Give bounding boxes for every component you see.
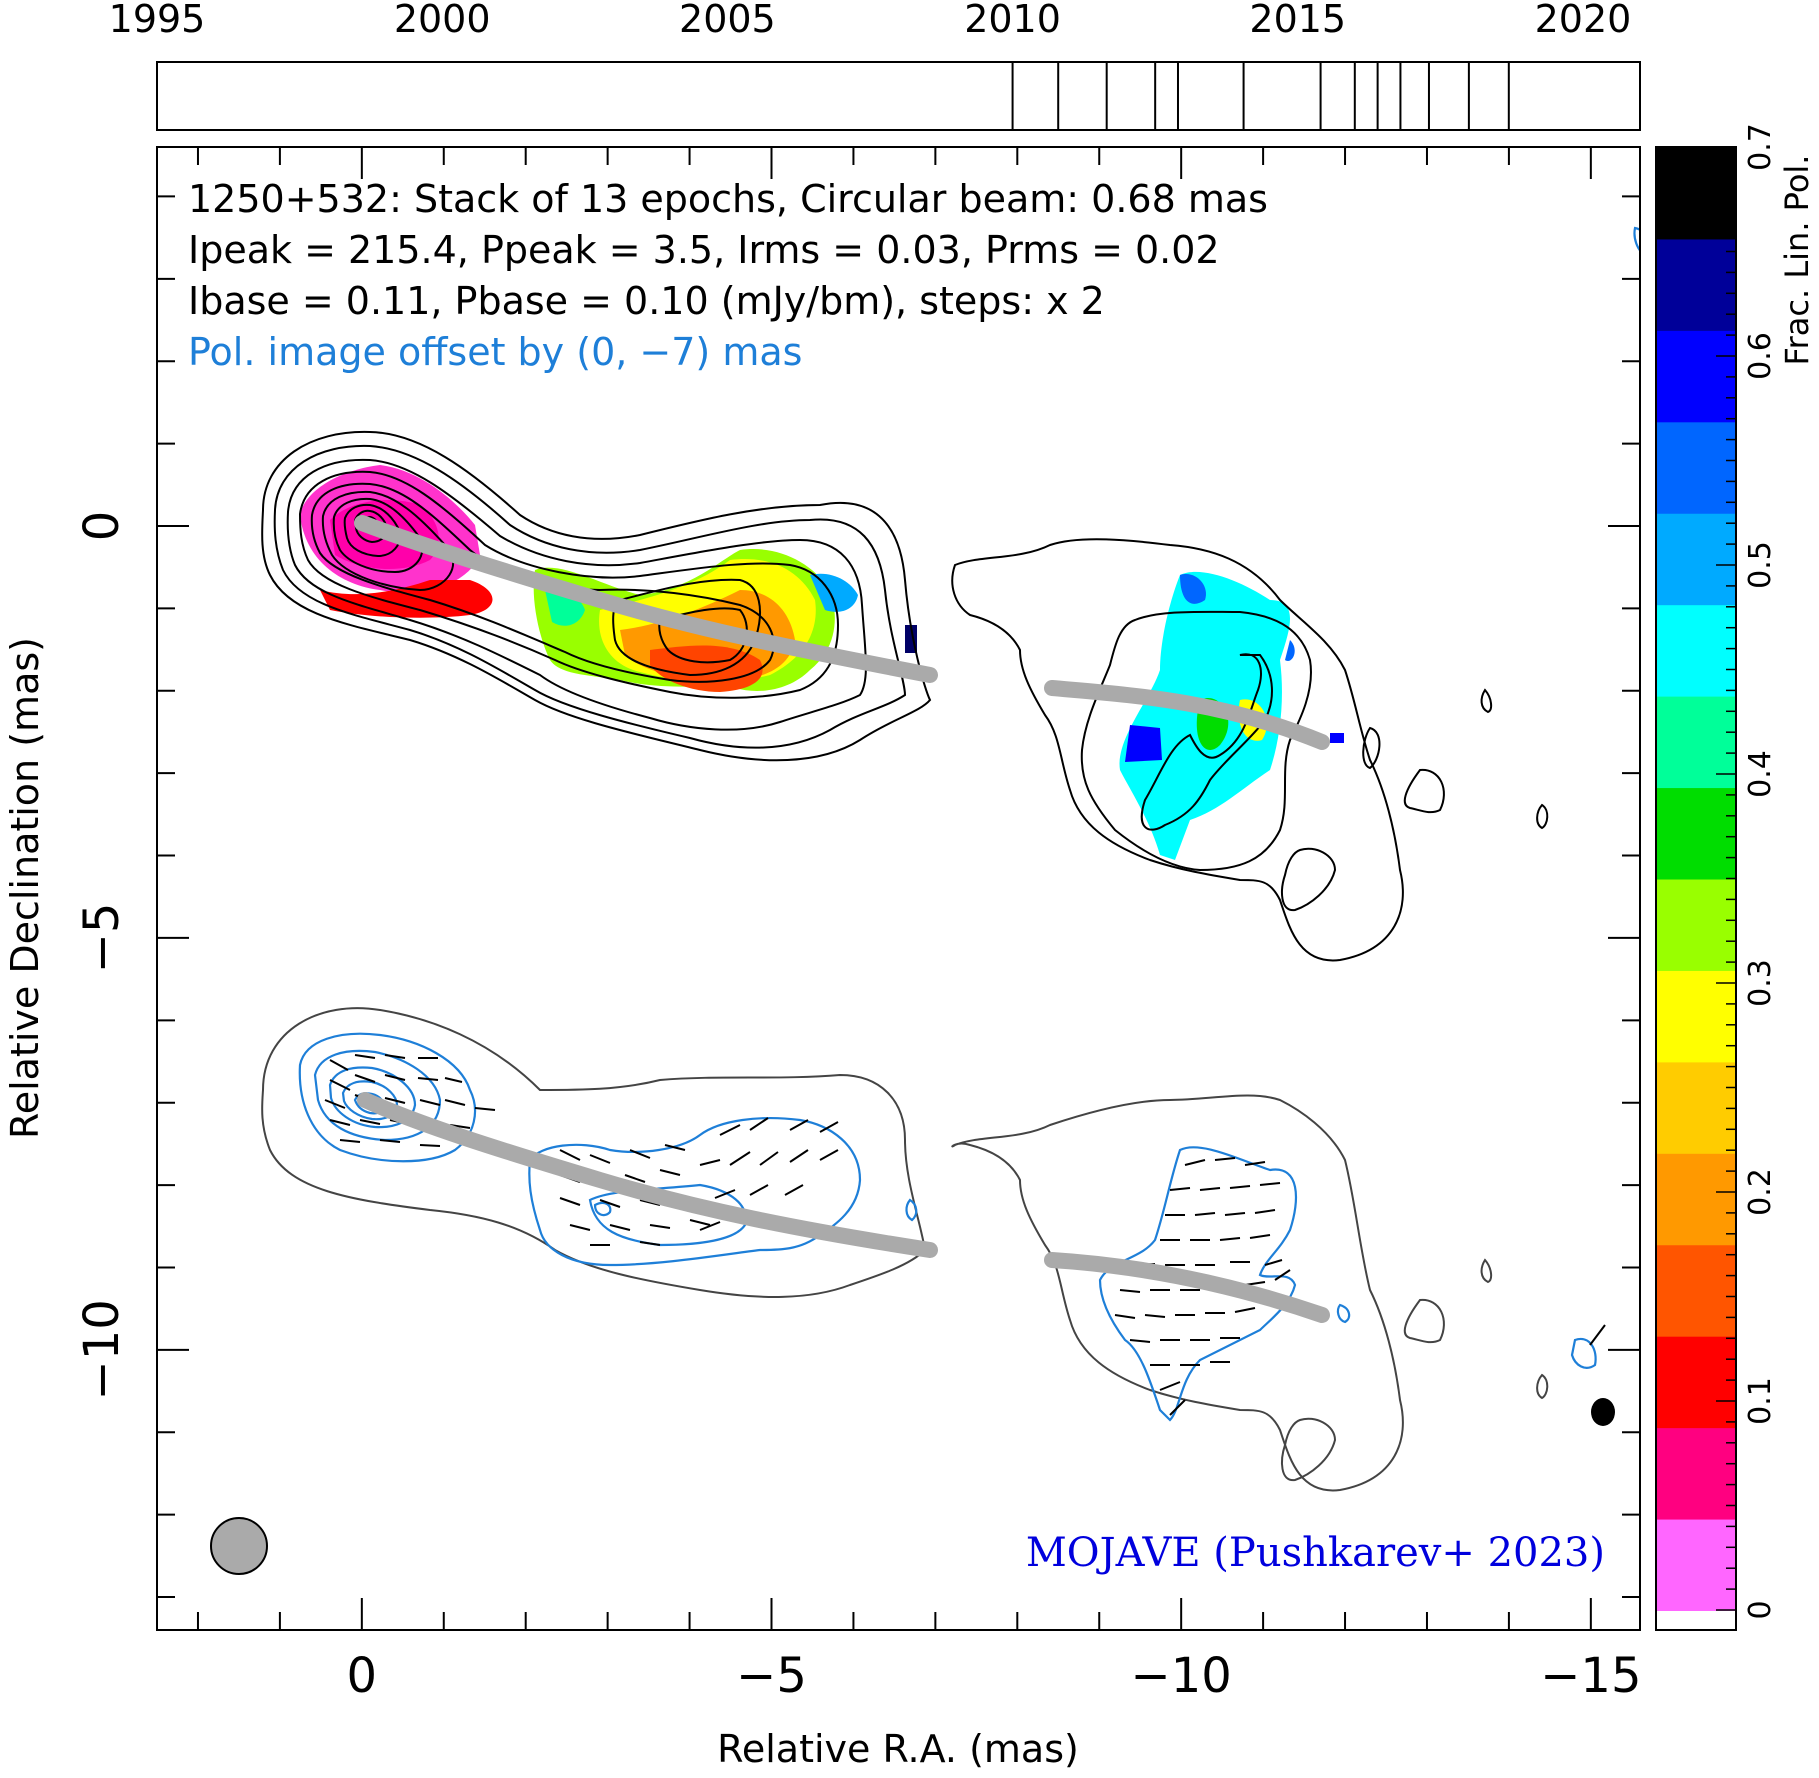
colorbar-tick-label: 0.1: [1743, 1377, 1778, 1425]
annotation-block: 1250+532: Stack of 13 epochs, Circular b…: [188, 177, 1268, 374]
image-layer: [210, 226, 1640, 1575]
colorbar-frame: [1655, 146, 1737, 1631]
timeline-box: [156, 61, 1641, 131]
colorbar-ticks: 0 0.1 0.2 0.3 0.4 0.5 0.6 0.7: [1716, 123, 1778, 1620]
timeline-year: 2020: [1535, 0, 1632, 41]
colorbar-segment: [1656, 787, 1736, 880]
colorbar-segment: [1656, 878, 1736, 971]
x-tick-label: −5: [736, 1648, 807, 1704]
x-tick-label: 0: [347, 1648, 378, 1704]
intensity-contours-lower: [261, 1007, 1549, 1492]
colorbar-segment: [1656, 1335, 1736, 1429]
colorbar: 0 0.1 0.2 0.3 0.4 0.5 0.6 0.7 Frac. Lin. Pol.: [1655, 123, 1816, 1631]
stats-line: Ipeak = 215.4, Ppeak = 3.5, Irms = 0.03,…: [188, 228, 1220, 272]
colorbar-segment: [1656, 1427, 1736, 1520]
timeline-year-labels: 1995 2000 2005 2010 2015 2020: [109, 0, 1632, 41]
colorbar-segment: [1656, 1244, 1736, 1337]
colorbar-tick-label: 0.5: [1743, 541, 1778, 589]
colorbar-tick-label: 0.4: [1743, 750, 1778, 798]
compact-feature: [1591, 1398, 1615, 1426]
base-line: Ibase = 0.11, Pbase = 0.10 (mJy/bm), ste…: [188, 279, 1105, 323]
ridge-lines-upper: [354, 515, 1330, 750]
timeline-epoch-marks: [1011, 62, 1510, 130]
colorbar-segment: [1656, 604, 1736, 697]
timeline-strip: 1995 2000 2005 2010 2015 2020: [109, 0, 1641, 131]
x-tick-label: −15: [1540, 1648, 1641, 1704]
colorbar-segment: [1656, 695, 1736, 789]
ridge-lines-lower: [357, 1092, 1330, 1323]
colorbar-tick-label: 0.7: [1743, 123, 1778, 171]
beam-ellipse: [210, 1517, 268, 1575]
offset-note: Pol. image offset by (0, −7) mas: [188, 330, 802, 374]
evpa-vectors: [324, 1054, 1606, 1416]
pol-intensity-contours: [298, 226, 1640, 1422]
colorbar-segment: [1656, 238, 1736, 331]
timeline-year: 2005: [679, 0, 776, 41]
colorbar-segment: [1656, 147, 1736, 240]
timeline-year: 2015: [1249, 0, 1346, 41]
colorbar-tick-label: 0.3: [1743, 959, 1778, 1007]
credit-label: MOJAVE (Pushkarev+ 2023): [1026, 1530, 1605, 1576]
colorbar-label: Frac. Lin. Pol.: [1778, 155, 1816, 366]
colorbar-segment: [1656, 1061, 1736, 1154]
x-axis: 0 −5 −10 −15: [196, 147, 1641, 1704]
y-tick-label: −5: [74, 903, 130, 974]
colorbar-gradient: [1656, 147, 1736, 1611]
colorbar-segment: [1656, 1518, 1736, 1611]
colorbar-tick-label: 0.6: [1743, 332, 1778, 380]
colorbar-segment: [1656, 1152, 1736, 1246]
colorbar-segment: [1656, 512, 1736, 606]
colorbar-tick-label: 0.2: [1743, 1168, 1778, 1216]
y-tick-label: 0: [74, 511, 130, 542]
plot-frame: [156, 146, 1641, 1631]
colorbar-segment: [1656, 421, 1736, 514]
y-axis-title: Relative Declination (mas): [3, 637, 47, 1139]
source-label: 1250+532: Stack of 13 epochs, Circular b…: [188, 177, 1268, 221]
y-axis: 0 −5 −10: [74, 195, 1640, 1599]
timeline-year: 1995: [109, 0, 206, 41]
y-tick-label: −10: [74, 1299, 130, 1400]
colorbar-segment: [1656, 969, 1736, 1063]
colorbar-segment: [1656, 329, 1736, 423]
colorbar-tick-label: 0: [1743, 1600, 1778, 1619]
timeline-year: 2010: [964, 0, 1061, 41]
x-tick-label: −10: [1131, 1648, 1232, 1704]
x-axis-title: Relative R.A. (mas): [717, 1727, 1079, 1771]
frac-pol-map-inner-jet: [533, 549, 917, 692]
timeline-year: 2000: [394, 0, 491, 41]
